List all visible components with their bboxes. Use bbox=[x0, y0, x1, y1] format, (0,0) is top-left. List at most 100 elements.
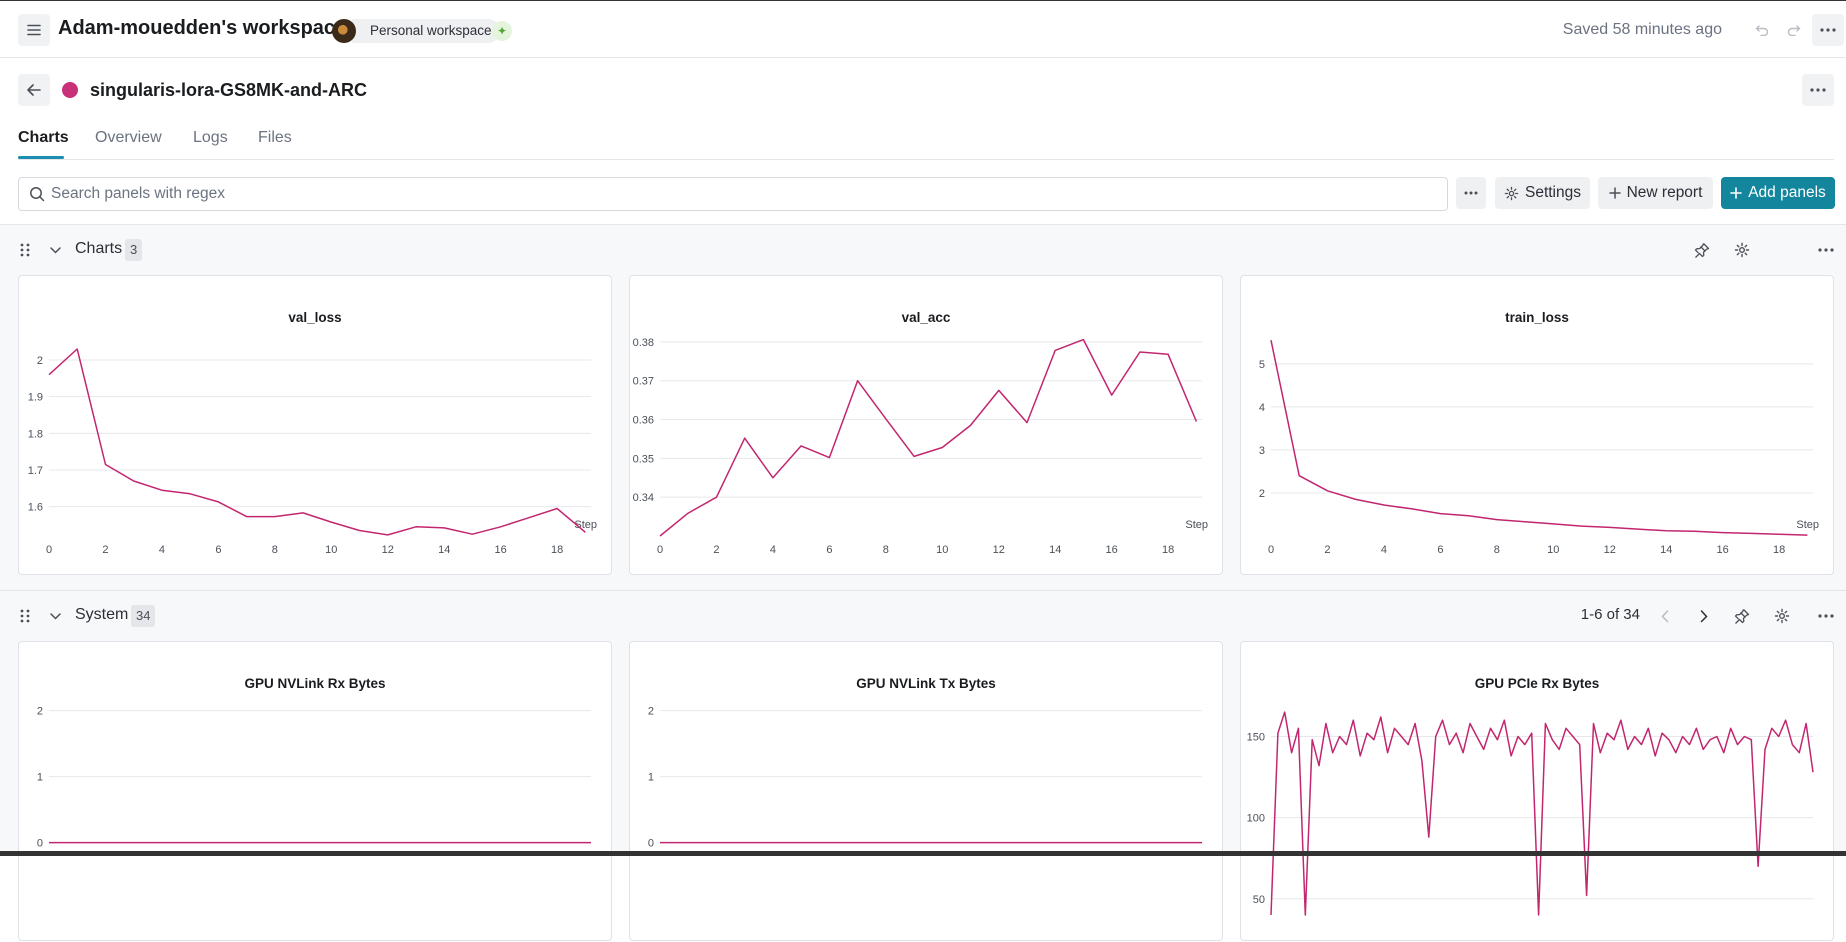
tab-overview[interactable]: Overview bbox=[95, 129, 162, 146]
menu-button[interactable] bbox=[18, 14, 50, 46]
workspace-badge[interactable]: Personal workspace bbox=[352, 19, 500, 43]
chevron-left-icon[interactable] bbox=[1661, 610, 1669, 623]
plus-icon bbox=[1608, 187, 1621, 199]
settings-button[interactable]: Settings bbox=[1495, 177, 1590, 209]
more-horizontal-icon bbox=[1464, 191, 1478, 195]
x-tick-label: 10 bbox=[936, 544, 948, 556]
drag-handle-icon[interactable] bbox=[20, 243, 30, 257]
line-chart: 0 1 2 bbox=[648, 706, 1202, 850]
chart-panel-gpu-nvlink-rx[interactable]: GPU NVLink Rx Bytes 0 1 2 bbox=[18, 641, 612, 941]
chevron-down-icon[interactable] bbox=[50, 247, 61, 254]
chart-panel-val-loss[interactable]: val_loss 1.6 1.7 1.8 1.9 2 0 2 4 6 8 10 12 14 16 18 Ste… bbox=[18, 275, 612, 575]
more-horizontal-icon[interactable] bbox=[1818, 248, 1834, 252]
section-title[interactable]: Charts bbox=[75, 240, 123, 257]
series-line bbox=[1270, 711, 1814, 916]
more-horizontal-icon bbox=[1820, 28, 1836, 32]
y-tick-label: 2 bbox=[37, 706, 43, 718]
section-title[interactable]: System bbox=[75, 606, 129, 623]
x-tick-label: 12 bbox=[993, 544, 1005, 556]
back-button[interactable] bbox=[18, 74, 50, 106]
gear-icon[interactable] bbox=[1774, 608, 1790, 624]
add-panels-button[interactable]: Add panels bbox=[1721, 177, 1835, 209]
chart-title: train_loss bbox=[1505, 310, 1569, 325]
x-tick-label: 4 bbox=[159, 544, 165, 556]
chart-panel-gpu-pcie-rx[interactable]: GPU PCIe Rx Bytes 50 100 150 bbox=[1240, 641, 1834, 941]
x-tick-label: 2 bbox=[102, 544, 108, 556]
chart-panel-train-loss[interactable]: train_loss 2 3 4 5 0 2 4 6 8 10 12 14 16 18 Step bbox=[1240, 275, 1834, 575]
x-tick-label: 2 bbox=[713, 544, 719, 556]
search-more-button[interactable] bbox=[1456, 177, 1486, 209]
section-count-badge: 3 bbox=[125, 239, 143, 261]
x-tick-label: 12 bbox=[1604, 544, 1616, 556]
charts-section: Charts 3 val_loss 1.6 1.7 1.8 1.9 2 0 2 4 6 8 10 12… bbox=[0, 224, 1846, 590]
line-chart: 0 1 2 bbox=[37, 706, 591, 850]
x-tick-label: 12 bbox=[382, 544, 394, 556]
pin-icon[interactable] bbox=[1694, 242, 1710, 258]
charts-section-header: Charts 3 bbox=[0, 225, 1846, 275]
run-name[interactable]: singularis-lora-GS8MK-and-ARC bbox=[90, 80, 368, 100]
y-tick-label: 100 bbox=[1247, 813, 1265, 825]
chart-panel-gpu-nvlink-tx[interactable]: GPU NVLink Tx Bytes 0 1 2 bbox=[629, 641, 1223, 941]
redo-button[interactable] bbox=[1778, 14, 1810, 46]
y-tick-label: 0.37 bbox=[633, 376, 654, 388]
x-tick-label: 18 bbox=[551, 544, 563, 556]
panel-search[interactable] bbox=[18, 177, 1448, 211]
pin-icon[interactable] bbox=[1734, 608, 1750, 624]
new-report-label: New report bbox=[1626, 184, 1703, 201]
undo-icon bbox=[1755, 25, 1769, 36]
gear-icon bbox=[1504, 186, 1519, 200]
plus-icon bbox=[1730, 187, 1743, 199]
system-section-header: System 34 1-6 of 34 bbox=[0, 591, 1846, 641]
tab-logs[interactable]: Logs bbox=[193, 129, 228, 146]
y-tick-label: 2 bbox=[37, 355, 43, 367]
search-input[interactable] bbox=[51, 178, 1431, 210]
x-tick-label: 4 bbox=[1381, 544, 1387, 556]
chevron-right-icon[interactable] bbox=[1700, 610, 1708, 623]
chart-title: val_loss bbox=[288, 310, 342, 325]
workspace-more-button[interactable] bbox=[1812, 14, 1844, 46]
x-tick-label: 6 bbox=[215, 544, 221, 556]
series-line bbox=[659, 338, 1198, 537]
avatar[interactable] bbox=[332, 19, 356, 43]
y-tick-label: 2 bbox=[648, 706, 654, 718]
chevron-down-icon[interactable] bbox=[50, 613, 61, 620]
y-tick-label: 1 bbox=[37, 772, 43, 784]
x-tick-label: 6 bbox=[826, 544, 832, 556]
x-tick-label: 2 bbox=[1324, 544, 1330, 556]
y-tick-label: 0 bbox=[37, 838, 43, 850]
chart-title: GPU NVLink Tx Bytes bbox=[856, 676, 996, 691]
gear-icon[interactable] bbox=[1734, 242, 1750, 258]
x-tick-label: 8 bbox=[1494, 544, 1500, 556]
y-tick-label: 50 bbox=[1253, 894, 1265, 906]
undo-button[interactable] bbox=[1746, 14, 1778, 46]
line-chart: 0.34 0.35 0.36 0.37 0.38 0 2 4 6 8 10 12 14 16 18 Step bbox=[633, 337, 1208, 556]
sparkle-icon[interactable]: ✦ bbox=[492, 21, 512, 41]
drag-handle-icon[interactable] bbox=[20, 609, 30, 623]
add-panels-label: Add panels bbox=[1748, 184, 1826, 201]
tab-charts[interactable]: Charts bbox=[18, 129, 69, 146]
x-tick-label: 0 bbox=[657, 544, 663, 556]
run-more-button[interactable] bbox=[1802, 74, 1834, 106]
settings-label: Settings bbox=[1524, 184, 1581, 201]
chart-title: val_acc bbox=[901, 310, 951, 325]
x-tick-label: 8 bbox=[272, 544, 278, 556]
tab-files[interactable]: Files bbox=[258, 129, 292, 146]
x-axis-label: Step bbox=[1796, 519, 1819, 531]
more-horizontal-icon[interactable] bbox=[1818, 614, 1834, 618]
hamburger-icon bbox=[27, 24, 41, 36]
workspace-title[interactable]: Adam-mouedden's workspace bbox=[58, 17, 347, 39]
x-axis-label: Step bbox=[1185, 519, 1208, 531]
y-tick-label: 150 bbox=[1247, 731, 1265, 743]
y-tick-label: 3 bbox=[1259, 445, 1265, 457]
y-tick-label: 4 bbox=[1259, 402, 1265, 414]
saved-status: Saved 58 minutes ago bbox=[1562, 21, 1722, 38]
redo-icon bbox=[1787, 25, 1801, 36]
run-color-dot[interactable] bbox=[62, 82, 78, 98]
chart-title: GPU NVLink Rx Bytes bbox=[244, 676, 386, 691]
y-tick-label: 5 bbox=[1259, 359, 1265, 371]
x-tick-label: 16 bbox=[1717, 544, 1729, 556]
chart-panel-val-acc[interactable]: val_acc 0.34 0.35 0.36 0.37 0.38 0 2 4 6 8 10 12 14 1… bbox=[629, 275, 1223, 575]
new-report-button[interactable]: New report bbox=[1598, 177, 1713, 209]
arrow-left-icon bbox=[27, 84, 41, 96]
